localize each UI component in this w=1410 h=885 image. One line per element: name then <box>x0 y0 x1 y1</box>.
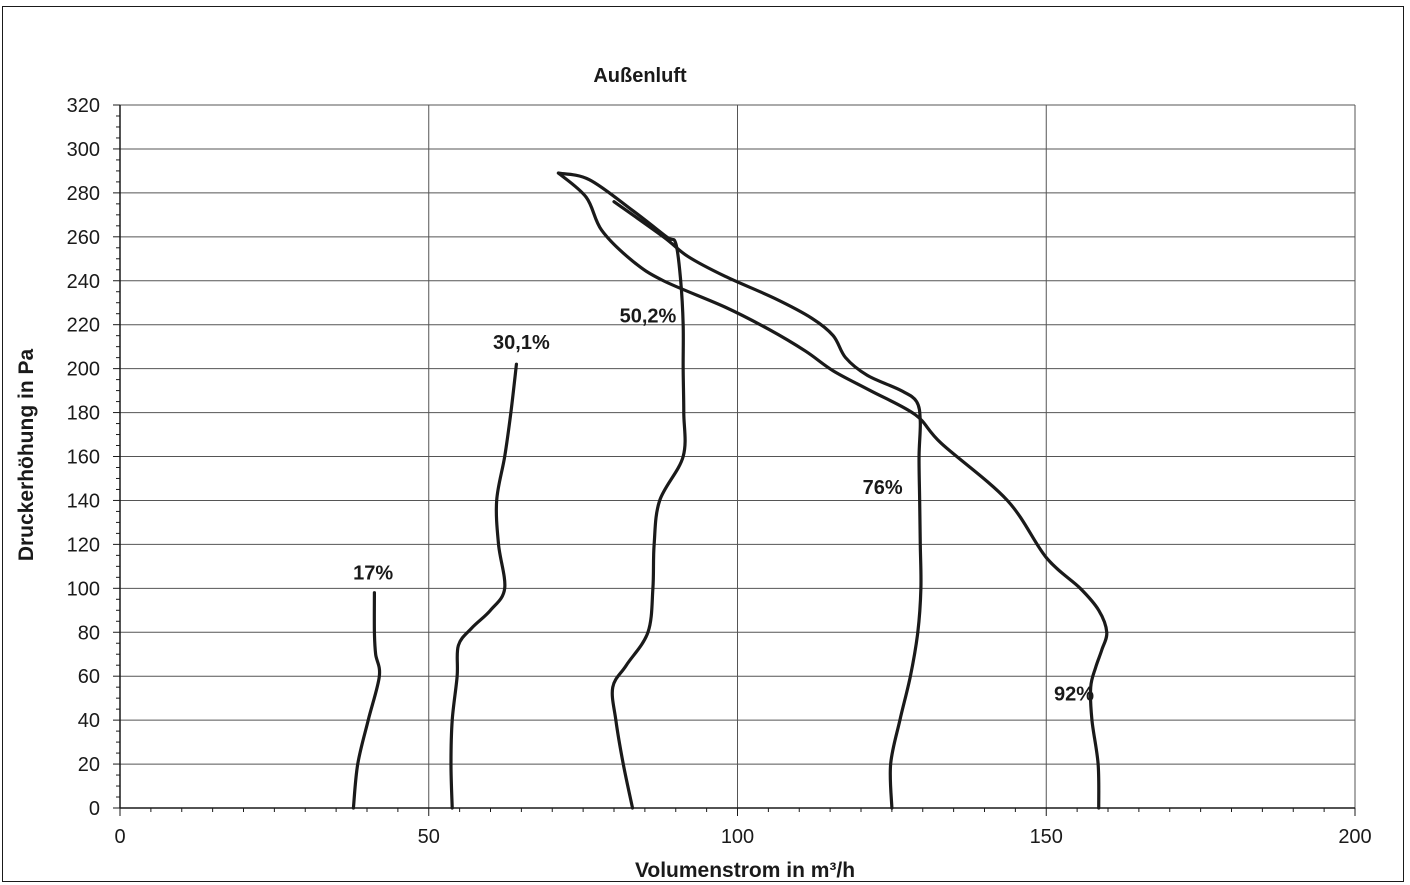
y-tick-label: 240 <box>67 271 100 293</box>
series-labels: 17% 30,1% 50,2% 76% 92% <box>353 305 1094 705</box>
series-line-301 <box>449 362 519 810</box>
y-tick-label: 20 <box>78 754 100 776</box>
chart-title: Außenluft <box>593 65 687 87</box>
y-tick-label: 180 <box>67 403 100 425</box>
y-tick-label: 80 <box>78 622 100 644</box>
x-tick-label: 0 <box>114 826 125 848</box>
y-tick-label: 200 <box>67 359 100 381</box>
x-tick-label: 150 <box>1030 826 1063 848</box>
axes <box>113 104 1356 816</box>
y-tick-label: 140 <box>67 490 100 512</box>
y-tick-label: 100 <box>67 578 100 600</box>
series-label: 17% <box>353 563 393 585</box>
series-label: 30,1% <box>493 332 550 354</box>
series-line-76 <box>612 200 923 810</box>
y-tick-label: 60 <box>78 666 100 688</box>
y-tick-label: 280 <box>67 183 100 205</box>
series-label: 50,2% <box>620 305 677 327</box>
y-tick-label: 260 <box>67 227 100 249</box>
chart-frame <box>2 6 1404 882</box>
y-tick-label: 40 <box>78 710 100 732</box>
x-tick-label: 200 <box>1338 826 1371 848</box>
series-label: 76% <box>863 477 903 499</box>
y-tick-label: 320 <box>67 95 100 117</box>
y-tick-label: 300 <box>67 139 100 161</box>
x-tick-label: 100 <box>721 826 754 848</box>
y-tick-label: 0 <box>89 798 100 820</box>
tick-labels: 0 50 100 150 200 0 20 40 60 80 100 120 140 160 180 200 2… <box>67 95 1372 848</box>
y-tick-label: 160 <box>67 447 100 469</box>
y-axis-label: Druckerhöhung in Pa <box>15 349 38 562</box>
grid <box>120 104 1356 808</box>
series-label: 92% <box>1054 683 1094 705</box>
x-tick-label: 50 <box>418 826 440 848</box>
y-tick-label: 120 <box>67 534 100 556</box>
series-line-17 <box>351 591 382 810</box>
x-axis-label: Volumenstrom in m³/h <box>635 859 855 882</box>
series-line-502 <box>556 171 687 810</box>
series-lines <box>351 171 1109 810</box>
series-line-92 <box>556 171 1109 810</box>
y-tick-label: 220 <box>67 315 100 337</box>
